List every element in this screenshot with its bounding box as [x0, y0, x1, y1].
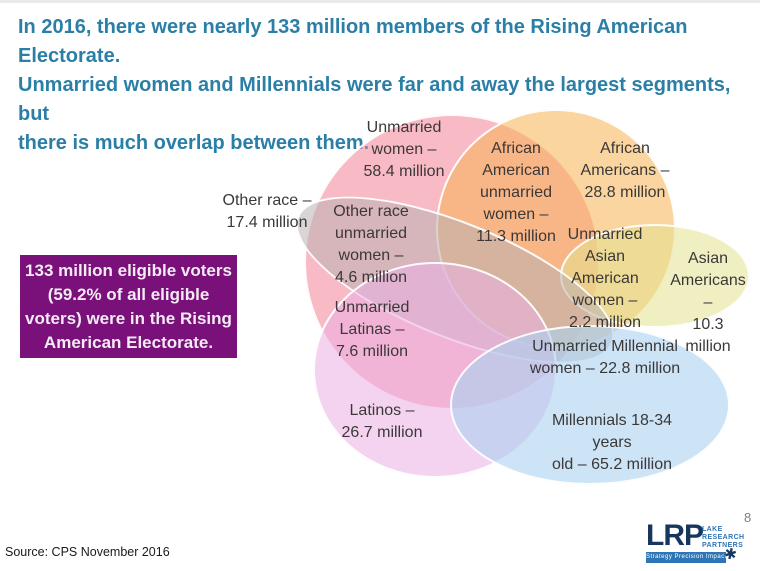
venn-label-other-race-unmarried-women: Other race unmarried women – 4.6 million — [333, 203, 409, 286]
venn-label-latinos: Latinos – 26.7 million — [341, 402, 423, 441]
venn-label-unmarried-millennial-women: Unmarried Millennial women – 22.8 millio… — [529, 338, 681, 377]
lrp-logo-company-name: LAKE RESEARCH PARTNERS — [702, 526, 745, 549]
venn-label-unmarried-asian-american-women: Unmarried Asian American women – 2.2 mil… — [567, 226, 643, 331]
page-number: 8 — [744, 510, 752, 525]
slide-top-edge — [0, 0, 760, 3]
lrp-logo-acronym: LRP — [646, 519, 704, 552]
venn-label-unmarried-latinas: Unmarried Latinas – 7.6 million — [334, 299, 410, 360]
lrp-logo-tagline-bar: Strategy Precision Impact — [646, 552, 726, 563]
callout-total-voters: 133 million eligible voters (59.2% of al… — [20, 255, 237, 358]
venn-label-african-american-unmarried-women: African American unmarried women – 11.3 … — [476, 140, 556, 245]
lrp-logo: LRP LAKE RESEARCH PARTNERS Strategy Prec… — [646, 520, 756, 566]
slide-title: In 2016, there were nearly 133 million m… — [18, 16, 731, 154]
venn-label-unmarried-women: Unmarried women – 58.4 million — [363, 119, 445, 180]
venn-circle-millennials — [450, 325, 730, 485]
venn-label-other-race: Other race – 17.4 million — [222, 192, 312, 231]
source-citation: Source: CPS November 2016 — [5, 545, 170, 559]
puzzle-piece-icon: ✱ — [722, 544, 739, 565]
venn-label-millennials: Millennials 18-34 years old – 65.2 milli… — [551, 412, 673, 473]
venn-label-asian-americans: Asian Americans – 10.3 million — [670, 250, 746, 355]
venn-label-african-americans: African Americans – 28.8 million — [580, 140, 670, 201]
